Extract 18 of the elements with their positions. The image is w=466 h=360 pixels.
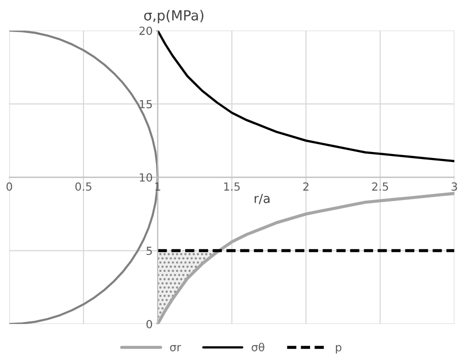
y-tick-label: 0 xyxy=(146,320,152,328)
x-tick-label: 1.5 xyxy=(224,182,240,191)
line-series xyxy=(156,192,454,324)
legend-label: σr xyxy=(170,345,182,352)
x-tick-label: 2.5 xyxy=(372,182,388,191)
x-tick-label: 3 xyxy=(452,182,457,191)
y-tick-label: 10 xyxy=(140,173,152,182)
line-series xyxy=(156,30,454,162)
x-axis-title: r/a xyxy=(254,194,270,204)
y-tick-label: 5 xyxy=(146,246,152,256)
legend-label: σθ xyxy=(252,342,264,352)
x-tick-label: 2 xyxy=(303,182,308,191)
y-axis-title: σ,p(MPa) xyxy=(144,10,204,24)
y-tick-label: 20 xyxy=(139,26,152,35)
x-tick-label: 0 xyxy=(6,182,12,191)
x-tick-label: 0.5 xyxy=(75,182,92,191)
legend-label: p xyxy=(336,345,342,354)
y-tick-label: 15 xyxy=(140,100,152,108)
